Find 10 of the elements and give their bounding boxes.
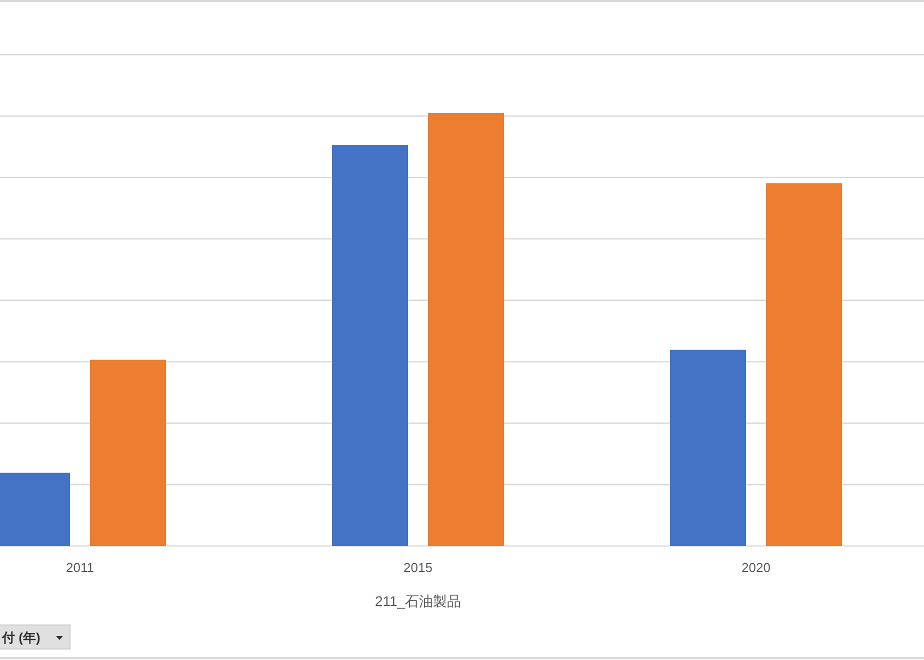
x-axis-title: 211_石油製品: [374, 593, 462, 609]
x-tick-label: 2011: [66, 560, 94, 575]
x-tick-label: 2015: [404, 560, 432, 575]
bar: [332, 145, 408, 546]
bar: [428, 113, 504, 546]
text: 付 (年): [1, 630, 40, 645]
bar: [90, 360, 166, 546]
bar: [670, 350, 746, 546]
bar: [766, 183, 842, 546]
x-tick-label: 2020: [742, 560, 770, 575]
